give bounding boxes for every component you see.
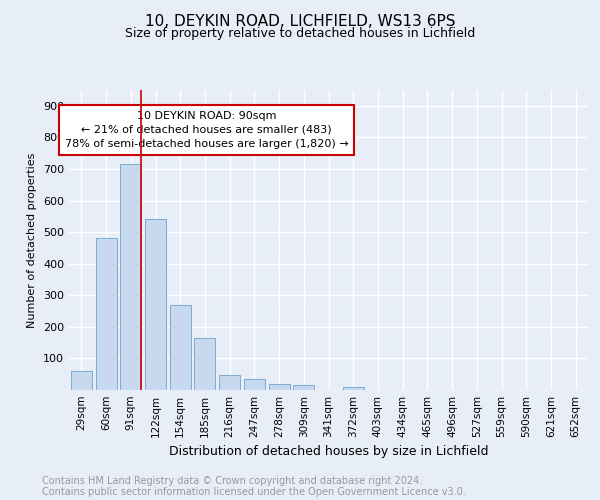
Text: Contains public sector information licensed under the Open Government Licence v3: Contains public sector information licen… [42,487,466,497]
X-axis label: Distribution of detached houses by size in Lichfield: Distribution of detached houses by size … [169,446,488,458]
Bar [219,375,240,390]
Bar [95,238,116,390]
Bar [170,304,191,390]
Bar [343,388,364,390]
Bar [120,164,141,390]
Text: 10 DEYKIN ROAD: 90sqm
← 21% of detached houses are smaller (483)
78% of semi-det: 10 DEYKIN ROAD: 90sqm ← 21% of detached … [65,111,349,149]
Bar [194,338,215,390]
Text: Size of property relative to detached houses in Lichfield: Size of property relative to detached ho… [125,28,475,40]
Bar [244,379,265,390]
Bar [71,371,92,390]
Bar [269,384,290,390]
Text: Contains HM Land Registry data © Crown copyright and database right 2024.: Contains HM Land Registry data © Crown c… [42,476,422,486]
Bar [293,386,314,390]
Bar [145,220,166,390]
Text: 10, DEYKIN ROAD, LICHFIELD, WS13 6PS: 10, DEYKIN ROAD, LICHFIELD, WS13 6PS [145,14,455,29]
Y-axis label: Number of detached properties: Number of detached properties [28,152,37,328]
